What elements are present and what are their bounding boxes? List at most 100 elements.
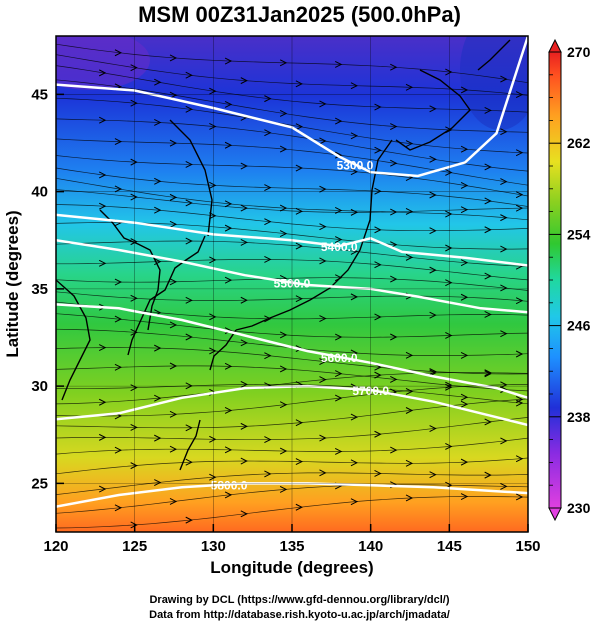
- wind-arrowhead: [169, 362, 178, 370]
- wind-arrowhead: [279, 331, 288, 339]
- wind-arrowhead: [500, 381, 508, 389]
- wind-arrowhead: [185, 71, 193, 79]
- wind-arrowhead: [114, 185, 123, 193]
- coastline-kyushu: [209, 329, 237, 371]
- wind-arrowhead: [484, 197, 492, 205]
- wind-arrowhead: [240, 162, 248, 170]
- wind-arrowhead: [445, 279, 453, 287]
- wind-arrowhead: [224, 100, 233, 108]
- wind-arrowhead: [460, 393, 469, 401]
- wind-arrowhead: [185, 424, 193, 432]
- wind-arrowhead: [209, 313, 217, 321]
- coastline-honshu: [235, 139, 393, 331]
- wind-arrowhead: [240, 204, 248, 212]
- wind-arrowhead: [130, 158, 138, 166]
- coastline-taiwan: [179, 419, 201, 471]
- wind-arrowhead: [264, 95, 272, 103]
- wind-arrowhead: [264, 315, 272, 323]
- wind-arrowhead: [154, 394, 162, 402]
- wind-arrowhead: [515, 297, 524, 305]
- wind-arrowhead: [185, 458, 193, 466]
- wind-arrowhead: [374, 226, 382, 234]
- y-axis-label: Latitude (degrees): [3, 210, 22, 357]
- x-tick-label: 130: [201, 538, 226, 555]
- colorbar-tick-label: 262: [567, 135, 591, 151]
- wind-arrowhead: [460, 458, 469, 466]
- wind-arrowhead: [460, 293, 469, 301]
- wind-arrowhead: [515, 350, 524, 358]
- wind-arrowhead: [350, 208, 359, 216]
- wind-arrowhead: [264, 129, 272, 137]
- colorbar-tick-label: 246: [567, 318, 591, 334]
- wind-arrowhead: [295, 458, 303, 466]
- wind-arrowhead: [405, 351, 414, 359]
- wind-arrowhead: [319, 137, 327, 145]
- wind-arrowhead: [334, 207, 343, 214]
- wind-arrowhead: [484, 163, 492, 171]
- wind-arrowhead: [374, 430, 382, 438]
- wind-arrowhead: [350, 82, 359, 90]
- wind-arrowhead: [334, 394, 343, 402]
- wind-arrowhead: [209, 212, 217, 220]
- wind-arrowhead: [515, 191, 524, 199]
- wind-arrowhead: [390, 446, 398, 454]
- wind-arrowhead: [500, 245, 508, 253]
- colorbar-min-arrow: [548, 507, 562, 522]
- wind-arrowhead: [460, 400, 469, 408]
- wind-arrowhead: [279, 447, 288, 455]
- wind-arrowhead: [295, 242, 303, 250]
- wind-arrowhead: [350, 168, 359, 176]
- wind-arrowhead: [240, 380, 248, 388]
- wind-arrowhead: [515, 204, 524, 212]
- wind-arrowhead: [319, 315, 327, 322]
- wind-arrowhead: [169, 410, 178, 418]
- x-axis: 120 125 130 135 140 145 150: [43, 524, 541, 555]
- wind-arrowhead: [209, 123, 217, 130]
- wind-arrowhead: [445, 126, 453, 134]
- wind-arrowhead: [350, 459, 359, 467]
- wind-arrowhead: [114, 363, 123, 371]
- wind-arrowhead: [169, 321, 178, 329]
- wind-arrowhead: [390, 159, 398, 167]
- wind-arrowhead: [240, 510, 248, 518]
- wind-arrowhead: [279, 230, 288, 238]
- colorbar-tick-label: 270: [567, 44, 591, 60]
- wind-arrowhead: [98, 202, 107, 210]
- wind-arrowhead: [460, 259, 469, 267]
- wind-arrowhead: [295, 419, 303, 427]
- wind-arrowhead: [224, 200, 233, 208]
- wind-arrowhead: [279, 365, 288, 373]
- wind-arrowhead: [154, 479, 162, 486]
- colorbar-tick-label: 238: [567, 409, 591, 425]
- wind-arrowhead: [500, 214, 508, 222]
- wind-arrowhead: [154, 177, 162, 185]
- wind-arrowhead: [500, 482, 508, 490]
- wind-arrowhead: [209, 347, 217, 355]
- wind-arrowhead: [460, 493, 469, 500]
- wind-arrowhead: [98, 485, 107, 493]
- wind-arrowhead: [429, 311, 437, 319]
- coastline-sakhalin: [477, 39, 511, 71]
- wind-arrowhead: [114, 138, 123, 146]
- colorbar-max-arrow: [548, 38, 562, 53]
- wind-arrowhead: [209, 256, 217, 264]
- wind-arrowhead: [515, 493, 524, 501]
- cold-pool-shade: [56, 36, 150, 90]
- wind-arrowhead: [130, 521, 138, 529]
- contour-label: 5300.0: [337, 158, 374, 172]
- y-tick-label: 25: [31, 475, 48, 492]
- wind-arrowhead: [279, 401, 288, 409]
- wind-arrowhead: [224, 362, 233, 370]
- wind-arrowhead: [98, 171, 107, 179]
- wind-arrowhead: [374, 313, 382, 321]
- wind-arrowhead: [264, 470, 272, 478]
- wind-arrowhead: [185, 199, 193, 207]
- wind-arrowhead: [350, 247, 359, 255]
- wind-arrowhead: [130, 99, 138, 107]
- wind-arrowhead: [295, 123, 303, 131]
- wind-arrowhead: [130, 238, 138, 246]
- wind-arrowhead: [460, 206, 469, 214]
- contour-label: 5800.0: [211, 478, 248, 492]
- colorbar: 230 238 246 254 262 270: [548, 38, 591, 522]
